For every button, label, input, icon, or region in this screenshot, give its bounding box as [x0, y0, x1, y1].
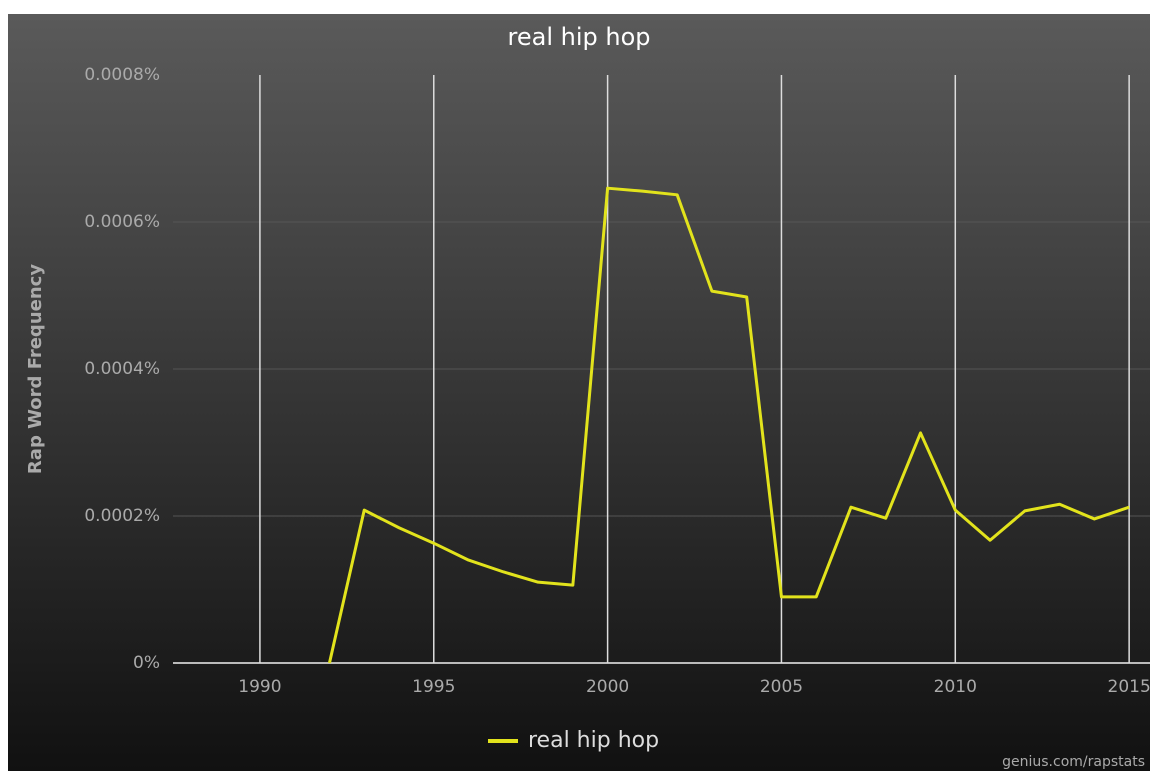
chart-title: real hip hop — [508, 23, 651, 51]
x-tick-label: 2005 — [760, 677, 803, 697]
credit: genius.com/rapstats — [1002, 754, 1145, 770]
y-axis-label: Rap Word Frequency — [25, 264, 46, 474]
legend-label: real hip hop — [528, 728, 659, 753]
data-line — [327, 186, 1130, 664]
x-tick-label: 2010 — [934, 677, 977, 697]
y-tick-label: 0.0008% — [84, 65, 160, 85]
y-tick-label: 0.0004% — [84, 359, 160, 379]
x-tick-label: 2000 — [586, 677, 629, 697]
y-tick-label: 0.0002% — [84, 506, 160, 526]
chart-background — [8, 14, 1150, 771]
x-tick-label: 1990 — [238, 677, 281, 697]
y-tick-label: 0.0006% — [84, 212, 160, 232]
y-tick-label: 0% — [133, 653, 160, 673]
x-tick-label: 2015 — [1108, 677, 1151, 697]
x-tick-label: 1995 — [412, 677, 455, 697]
